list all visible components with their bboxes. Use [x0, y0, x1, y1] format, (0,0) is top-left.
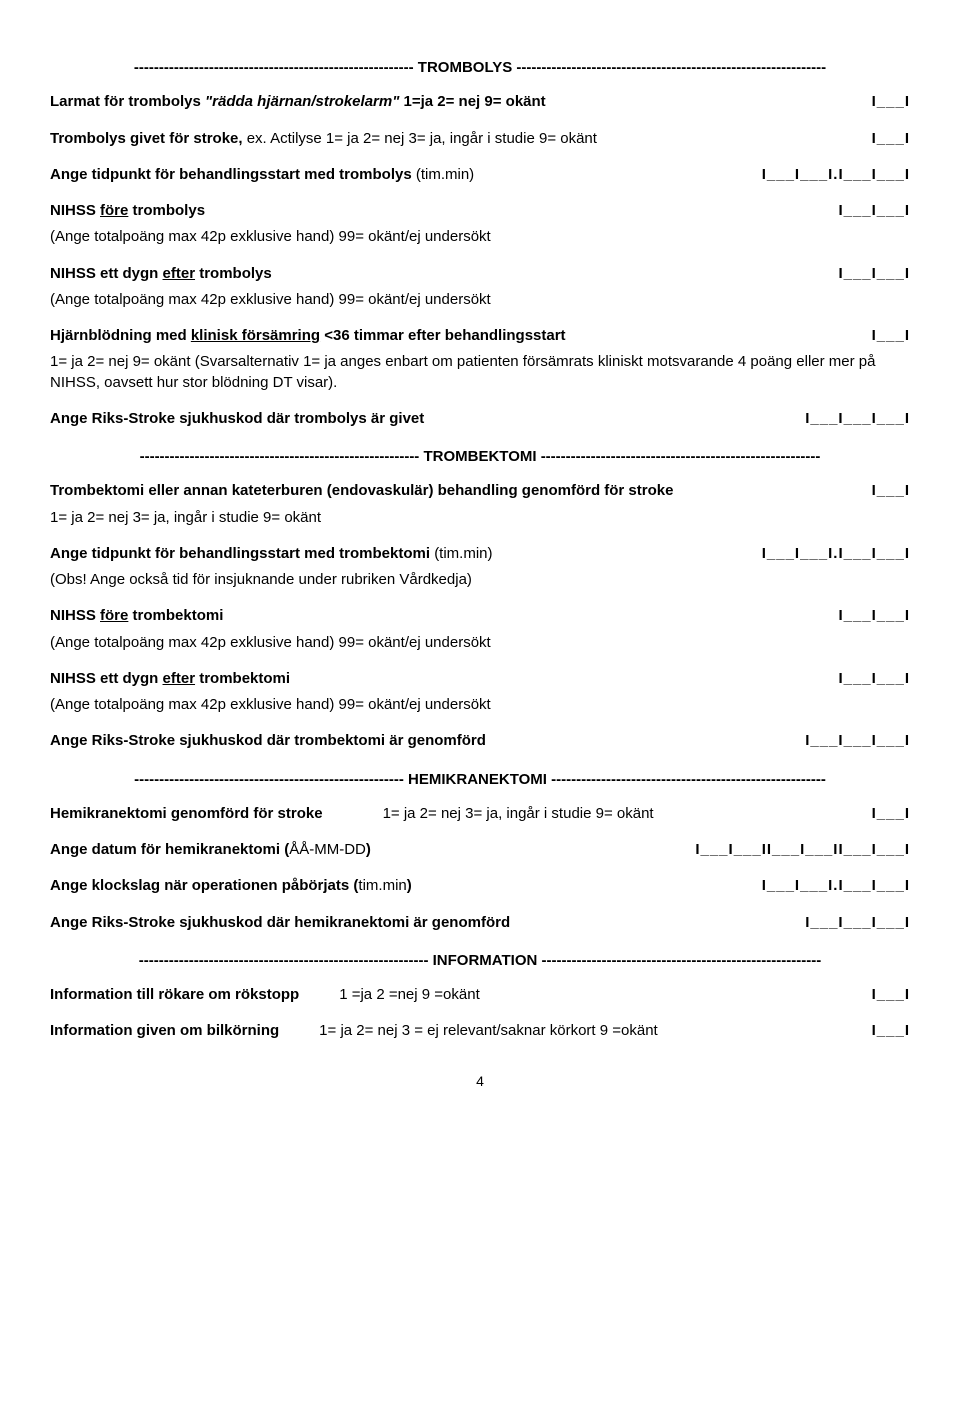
question-unit: ÅÅ-MM-DD — [289, 841, 366, 858]
question-label: Hemikranektomi genomförd för stroke — [50, 804, 323, 824]
answer-box[interactable]: I___I — [872, 481, 910, 501]
form-row: Trombolys givet för stroke, ex. Actilyse… — [50, 129, 910, 149]
question-options: 1= ja 2= nej 3= ja, ingår i studie 9= ok… — [383, 804, 654, 824]
page-number: 4 — [50, 1072, 910, 1091]
question-label: Ange klockslag när operationen påbörjats… — [50, 877, 358, 894]
form-row: Information given om bilkörning 1= ja 2=… — [50, 1021, 910, 1041]
question-label: Hjärnblödning med — [50, 327, 191, 344]
answer-box[interactable]: I___I___I___I — [805, 731, 910, 751]
question-label: efter — [163, 265, 196, 282]
answer-box[interactable]: I___I___I___I — [805, 913, 910, 933]
question-unit: (tim.min) — [434, 545, 492, 562]
question-subtext: 1= ja 2= nej 9= okänt (Svarsalternativ 1… — [50, 352, 910, 393]
answer-box[interactable]: I___I___I — [838, 606, 910, 626]
question-label: "rädda hjärnan/strokelarm" — [205, 93, 399, 110]
form-row: Ange tidpunkt för behandlingsstart med t… — [50, 165, 910, 185]
form-row: NIHSS ett dygn efter trombolys I___I___I — [50, 264, 910, 284]
question-label: Information given om bilkörning — [50, 1021, 279, 1041]
form-row: Ange Riks-Stroke sjukhuskod där tromboly… — [50, 409, 910, 429]
question-label: NIHSS ett dygn — [50, 265, 163, 282]
question-label: Information till rökare om rökstopp — [50, 985, 299, 1005]
question-label: Ange Riks-Stroke sjukhuskod där trombekt… — [50, 731, 805, 751]
form-row: Hemikranektomi genomförd för stroke 1= j… — [50, 804, 910, 824]
form-row: Ange tidpunkt för behandlingsstart med t… — [50, 544, 910, 564]
form-row: NIHSS före trombektomi I___I___I — [50, 606, 910, 626]
question-label: ) — [366, 841, 371, 858]
form-row: Ange Riks-Stroke sjukhuskod där hemikran… — [50, 913, 910, 933]
question-label: NIHSS ett dygn — [50, 670, 163, 687]
section-header-trombolys: ----------------------------------------… — [50, 58, 910, 78]
question-unit: (tim.min) — [416, 166, 474, 183]
question-label: trombektomi — [195, 670, 290, 687]
question-options: 1 =ja 2 =nej 9 =okänt — [339, 985, 480, 1005]
question-subtext: (Ange totalpoäng max 42p exklusive hand)… — [50, 695, 910, 715]
form-row: Larmat för trombolys "rädda hjärnan/stro… — [50, 92, 910, 112]
section-header-trombektomi: ----------------------------------------… — [50, 447, 910, 467]
form-row: Ange klockslag när operationen påbörjats… — [50, 876, 910, 896]
answer-box[interactable]: I___I___I — [838, 264, 910, 284]
question-label: <36 timmar efter behandlingsstart — [320, 327, 566, 344]
question-label: NIHSS — [50, 607, 100, 624]
question-label: trombektomi — [128, 607, 223, 624]
question-label: Ange datum för hemikranektomi ( — [50, 841, 289, 858]
form-row: Hjärnblödning med klinisk försämring <36… — [50, 326, 910, 346]
question-subtext: (Ange totalpoäng max 42p exklusive hand)… — [50, 227, 910, 247]
question-label: Trombektomi eller annan kateterburen (en… — [50, 481, 872, 501]
answer-box[interactable]: I___I___I.I___I___I — [762, 876, 910, 896]
question-label: Ange tidpunkt för behandlingsstart med t… — [50, 166, 416, 183]
question-options: 1= ja 2= nej 3 = ej relevant/saknar körk… — [319, 1021, 658, 1041]
question-subtext: (Obs! Ange också tid för insjuknande und… — [50, 570, 910, 590]
answer-box[interactable]: I___I___II___I___II___I___I — [695, 840, 910, 860]
form-row: NIHSS före trombolys I___I___I — [50, 201, 910, 221]
form-row: Trombektomi eller annan kateterburen (en… — [50, 481, 910, 501]
answer-box[interactable]: I___I___I — [838, 201, 910, 221]
question-label: före — [100, 607, 128, 624]
answer-box[interactable]: I___I___I___I — [805, 409, 910, 429]
answer-box[interactable]: I___I___I.I___I___I — [762, 165, 910, 185]
question-label: ) — [407, 877, 412, 894]
answer-box[interactable]: I___I — [872, 326, 910, 346]
form-row: Ange datum för hemikranektomi (ÅÅ-MM-DD)… — [50, 840, 910, 860]
question-label: trombolys — [128, 202, 205, 219]
section-header-information: ----------------------------------------… — [50, 951, 910, 971]
answer-box[interactable]: I___I___I — [838, 669, 910, 689]
question-label: Ange Riks-Stroke sjukhuskod där tromboly… — [50, 409, 805, 429]
answer-box[interactable]: I___I — [872, 1021, 910, 1041]
answer-box[interactable]: I___I — [872, 92, 910, 112]
answer-box[interactable]: I___I — [872, 804, 910, 824]
form-row: Information till rökare om rökstopp 1 =j… — [50, 985, 910, 1005]
question-label: efter — [163, 670, 196, 687]
form-row: Ange Riks-Stroke sjukhuskod där trombekt… — [50, 731, 910, 751]
answer-box[interactable]: I___I — [872, 985, 910, 1005]
question-label: Ange tidpunkt för behandlingsstart med t… — [50, 545, 434, 562]
question-label: trombolys — [195, 265, 272, 282]
question-label: Larmat för trombolys — [50, 93, 205, 110]
question-subtext: (Ange totalpoäng max 42p exklusive hand)… — [50, 633, 910, 653]
answer-box[interactable]: I___I — [872, 129, 910, 149]
section-header-hemikranektomi: ----------------------------------------… — [50, 770, 910, 790]
question-label: före — [100, 202, 128, 219]
question-label: Trombolys givet för stroke, — [50, 130, 247, 147]
question-options: 1=ja 2= nej 9= okänt — [399, 93, 545, 110]
question-subtext: (Ange totalpoäng max 42p exklusive hand)… — [50, 290, 910, 310]
question-unit: tim.min — [358, 877, 406, 894]
question-label: NIHSS — [50, 202, 100, 219]
question-label: klinisk försämring — [191, 327, 320, 344]
question-options: 1= ja 2= nej 3= ja, ingår i studie 9= ok… — [50, 508, 910, 528]
question-options: ex. Actilyse 1= ja 2= nej 3= ja, ingår i… — [247, 130, 597, 147]
answer-box[interactable]: I___I___I.I___I___I — [762, 544, 910, 564]
form-row: NIHSS ett dygn efter trombektomi I___I__… — [50, 669, 910, 689]
question-label: Ange Riks-Stroke sjukhuskod där hemikran… — [50, 913, 805, 933]
